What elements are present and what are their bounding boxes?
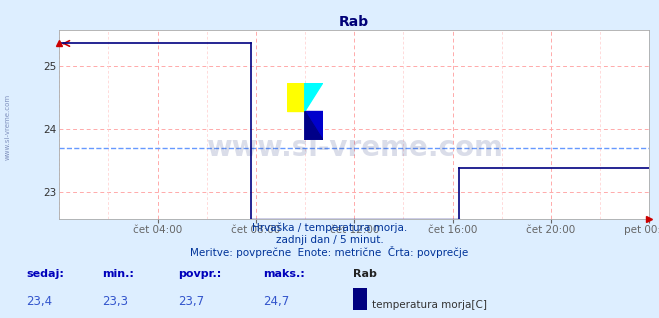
Polygon shape	[304, 111, 323, 140]
Text: sedaj:: sedaj:	[26, 269, 64, 279]
Polygon shape	[287, 83, 304, 111]
Text: min.:: min.:	[102, 269, 134, 279]
Text: temperatura morja[C]: temperatura morja[C]	[372, 300, 488, 310]
Title: Rab: Rab	[339, 15, 369, 29]
Text: maks.:: maks.:	[264, 269, 305, 279]
Text: 23,3: 23,3	[102, 295, 128, 308]
Text: 23,7: 23,7	[178, 295, 204, 308]
Text: Meritve: povprečne  Enote: metrične  Črta: povprečje: Meritve: povprečne Enote: metrične Črta:…	[190, 246, 469, 258]
Text: zadnji dan / 5 minut.: zadnji dan / 5 minut.	[275, 235, 384, 245]
Text: Hrvaška / temperatura morja.: Hrvaška / temperatura morja.	[252, 222, 407, 232]
Polygon shape	[304, 83, 323, 111]
Polygon shape	[304, 111, 323, 140]
Text: www.si-vreme.com: www.si-vreme.com	[5, 94, 11, 160]
Text: www.si-vreme.com: www.si-vreme.com	[206, 134, 503, 162]
Text: 24,7: 24,7	[264, 295, 290, 308]
Text: Rab: Rab	[353, 269, 376, 279]
Text: 23,4: 23,4	[26, 295, 53, 308]
Text: povpr.:: povpr.:	[178, 269, 221, 279]
